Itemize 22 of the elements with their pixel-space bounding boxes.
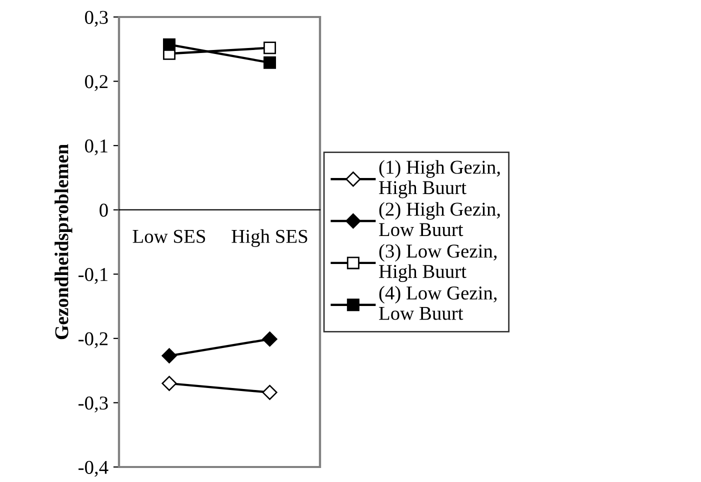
- y-tick-label: -0,4: [78, 460, 108, 477]
- y-tick-label: 0: [100, 204, 108, 217]
- legend-label: (3) Low Gezin, High Buurt: [379, 244, 497, 282]
- y-tick-label: -0,1: [78, 268, 108, 284]
- legend-label: (2) High Gezin, Low Buurt: [379, 202, 500, 236]
- legend-label: (4) Low Gezin, Low Buurt: [379, 286, 497, 320]
- y-tick-label: -0,2: [78, 332, 108, 348]
- point: [163, 38, 176, 51]
- x-tick-label: Low SES: [132, 230, 206, 243]
- x-tick-label: High SES: [232, 229, 308, 247]
- y-tick-label: 0,3: [85, 10, 108, 27]
- y-tick-label: 0,2: [85, 75, 108, 92]
- point: [162, 348, 177, 364]
- y-tick-label: 0,1: [85, 139, 108, 156]
- y-tick-label: -0,3: [78, 396, 108, 412]
- point: [264, 56, 276, 69]
- point: [162, 376, 177, 391]
- legend-label: (1) High Gezin, High Buurt: [379, 160, 500, 198]
- point: [264, 42, 276, 54]
- point: [262, 332, 278, 347]
- y-axis-title: Gezondheidsproblemen: [54, 144, 72, 340]
- point: [262, 384, 278, 400]
